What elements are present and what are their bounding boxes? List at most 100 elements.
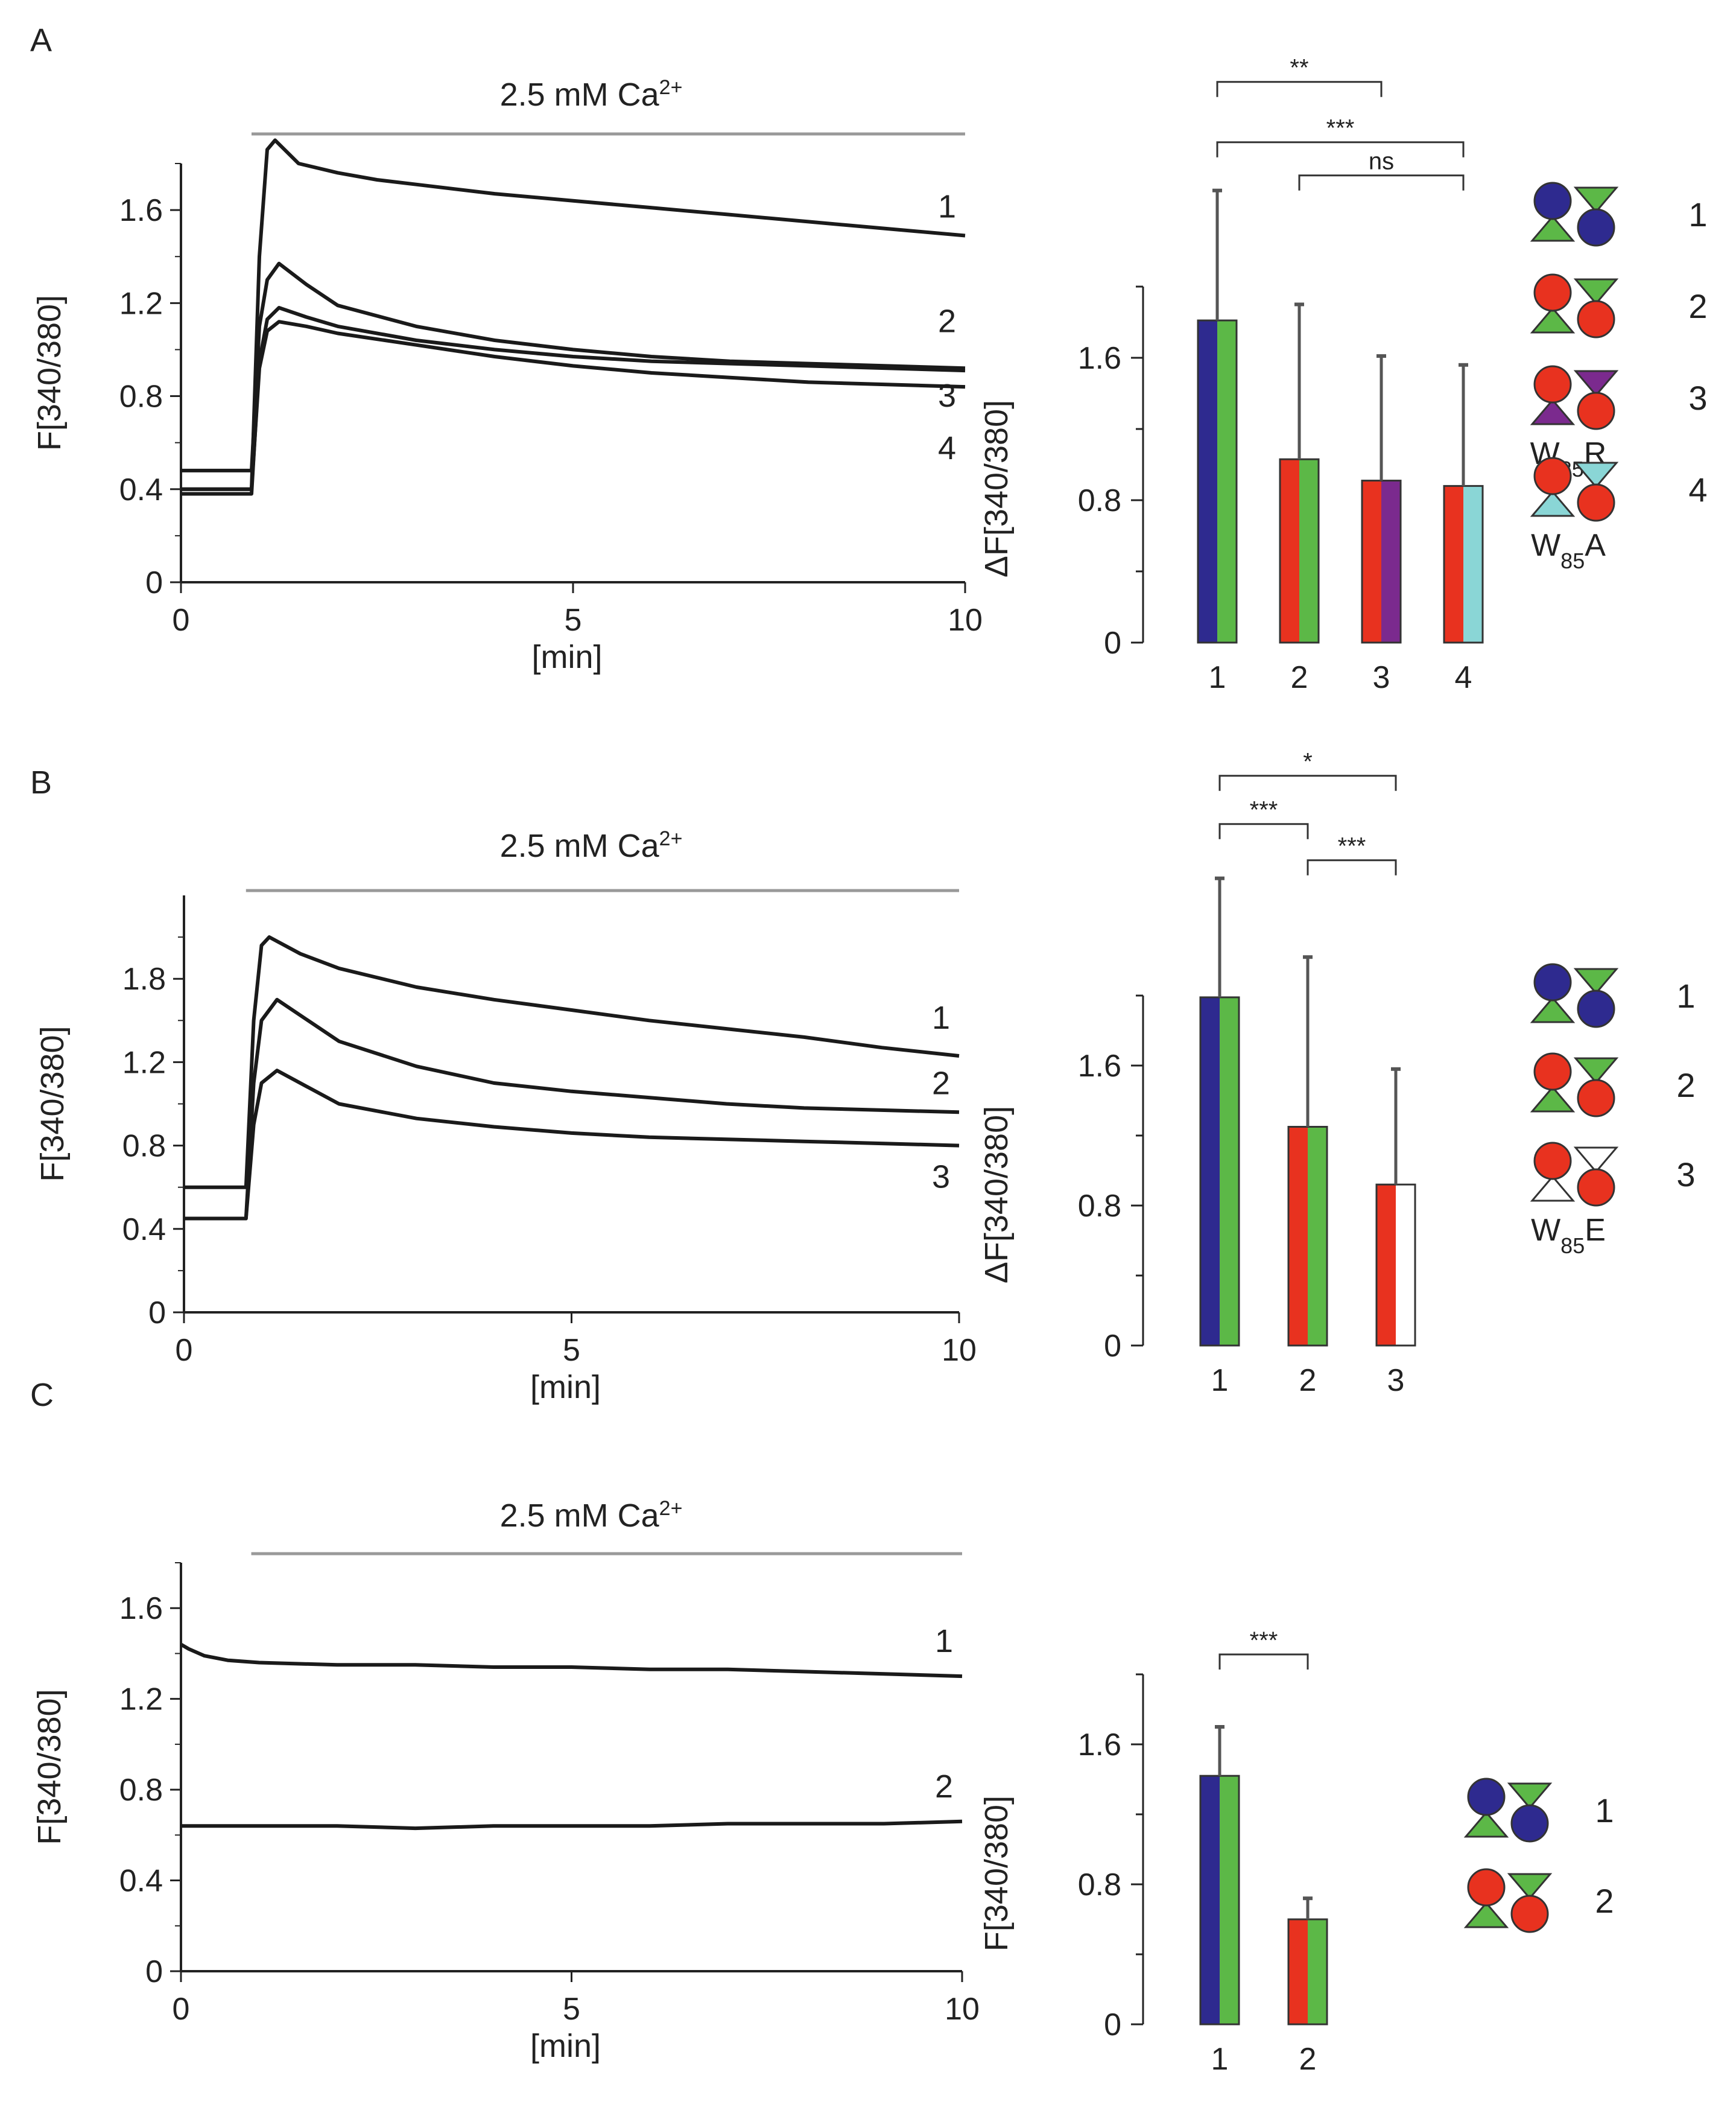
bar-1-right <box>1217 320 1237 643</box>
bar-1-right <box>1220 1776 1239 2024</box>
significance-label: *** <box>1250 797 1278 824</box>
trace-label-4: 4 <box>938 430 956 466</box>
significance-label: *** <box>1250 1627 1278 1654</box>
legend-mutation-label: W85E <box>1531 1213 1606 1258</box>
trace-label-1: 1 <box>932 1000 950 1036</box>
bar-category-label: 1 <box>1211 1363 1229 1398</box>
legend-item-2: 2 <box>1530 273 1708 338</box>
legend-hourglass-top <box>1573 1146 1619 1174</box>
significance-bracket <box>1218 1653 1309 1670</box>
bar-1-left <box>1200 997 1220 1346</box>
legend-circle-bottom <box>1577 990 1615 1028</box>
y-tick-label: 0 <box>145 1954 163 1989</box>
bar-1-left <box>1200 1776 1220 2024</box>
significance-bracket <box>1218 775 1397 791</box>
bar-y-tick-label: 0 <box>1104 626 1121 661</box>
y-tick-label: 1.6 <box>119 1591 163 1626</box>
legend-number: 1 <box>1676 977 1695 1015</box>
y-tick-label: 0 <box>148 1295 166 1330</box>
bar-2-right <box>1308 1126 1327 1346</box>
trace-3 <box>184 1069 960 1221</box>
legend-item-1: 1 <box>1530 963 1696 1028</box>
significance-bracket <box>1216 81 1383 97</box>
bar-y-tick-label: 1.6 <box>1078 1049 1121 1084</box>
bar-3-right <box>1381 480 1401 643</box>
condition-superscript: 2+ <box>659 76 683 99</box>
legend-hourglass-top <box>1573 186 1619 214</box>
legend-hourglass-top <box>1507 1873 1553 1900</box>
y-tick-label: 0.4 <box>119 472 163 507</box>
bar-2-right <box>1299 459 1319 643</box>
legend-number: 2 <box>1688 287 1707 325</box>
bar-4-right <box>1463 486 1483 643</box>
y-tick-label: 0 <box>145 565 163 600</box>
y-tick-label: 1.2 <box>119 286 163 321</box>
legend-item-4: 4 W85A <box>1530 457 1708 573</box>
legend-hourglass-bottom <box>1463 1901 1509 1928</box>
x-tick-label: 5 <box>565 603 582 638</box>
y-tick-label: 0.8 <box>119 380 163 415</box>
bar-category-label: 2 <box>1299 1363 1317 1398</box>
legend-hourglass-bottom <box>1530 490 1576 517</box>
legend-circle-top <box>1533 457 1572 495</box>
x-tick-label: 10 <box>945 1992 980 2027</box>
legend-item-1: 1 <box>1463 1778 1614 1843</box>
x-tick-label: 10 <box>948 603 983 638</box>
x-tick-label: 0 <box>173 1992 190 2027</box>
legend-hourglass-bottom <box>1530 996 1576 1023</box>
legend-hourglass-bottom <box>1530 1175 1576 1202</box>
significance-label: *** <box>1338 833 1366 860</box>
legend-hourglass-bottom <box>1530 1085 1576 1113</box>
trace-label-2: 2 <box>938 303 956 339</box>
legend-hourglass-top <box>1573 968 1619 995</box>
y-tick-label: 0.4 <box>122 1212 166 1247</box>
condition-text: 2.5 mM Ca <box>500 828 660 864</box>
y-axis-label: F[340/380] <box>31 1689 68 1845</box>
trace-label-1: 1 <box>938 189 956 225</box>
legend-circle-top <box>1533 365 1572 404</box>
legend-circle-bottom <box>1577 300 1615 338</box>
legend-number: 3 <box>1688 379 1707 417</box>
x-tick-label: 5 <box>563 1992 580 2027</box>
y-tick-label: 0.8 <box>122 1129 166 1164</box>
condition-label: 2.5 mM Ca2+ <box>500 76 683 113</box>
legend-item-1: 1 <box>1530 182 1708 247</box>
trace-1 <box>181 138 966 491</box>
legend-circle-top <box>1467 1868 1506 1907</box>
panel-letter: A <box>30 22 52 59</box>
bar-category-label: 2 <box>1299 2042 1317 2077</box>
legend-hourglass-top <box>1573 370 1619 397</box>
x-tick-label: 5 <box>563 1333 580 1368</box>
x-tick-label: 0 <box>176 1333 193 1368</box>
bar-1-left <box>1198 320 1217 643</box>
y-axis-label: F[340/380] <box>31 295 68 451</box>
legend-item-3: 3 W85E <box>1530 1142 1696 1258</box>
legend-number: 2 <box>1676 1066 1695 1104</box>
y-tick-label: 1.2 <box>119 1682 163 1717</box>
bar-y-tick-label: 0 <box>1104 1329 1121 1364</box>
y-tick-label: 0.4 <box>119 1864 163 1899</box>
bar-y-axis-label: ΔF[340/380] <box>978 400 1015 577</box>
bar-3-left <box>1362 480 1381 643</box>
bar-category-label: 4 <box>1455 660 1472 695</box>
y-tick-label: 1.2 <box>122 1045 166 1080</box>
panel-c: C2.5 mM Ca2+00.40.81.21.60 5 10[min]F[340/… <box>30 1377 1614 2077</box>
panel-letter: C <box>30 1377 54 1413</box>
legend-hourglass-bottom <box>1530 307 1576 334</box>
legend-item-2: 2 <box>1463 1868 1614 1933</box>
bar-category-label: 1 <box>1211 2042 1229 2077</box>
trace-label-2: 2 <box>932 1065 950 1101</box>
bar-4-left <box>1444 486 1463 643</box>
condition-label: 2.5 mM Ca2+ <box>500 1497 683 1534</box>
bar-category-label: 1 <box>1209 660 1226 695</box>
legend-number: 2 <box>1595 1882 1614 1920</box>
bar-y-tick-label: 0 <box>1104 2007 1121 2042</box>
legend-number: 4 <box>1688 471 1707 509</box>
bar-1-right <box>1220 997 1239 1346</box>
legend-circle-bottom <box>1510 1804 1549 1843</box>
legend-circle-top <box>1533 1142 1572 1180</box>
panel-letter: B <box>30 764 52 801</box>
x-axis-label: [min] <box>530 1369 601 1405</box>
legend-hourglass-bottom <box>1530 398 1576 425</box>
bar-y-tick-label: 1.6 <box>1078 1727 1121 1762</box>
